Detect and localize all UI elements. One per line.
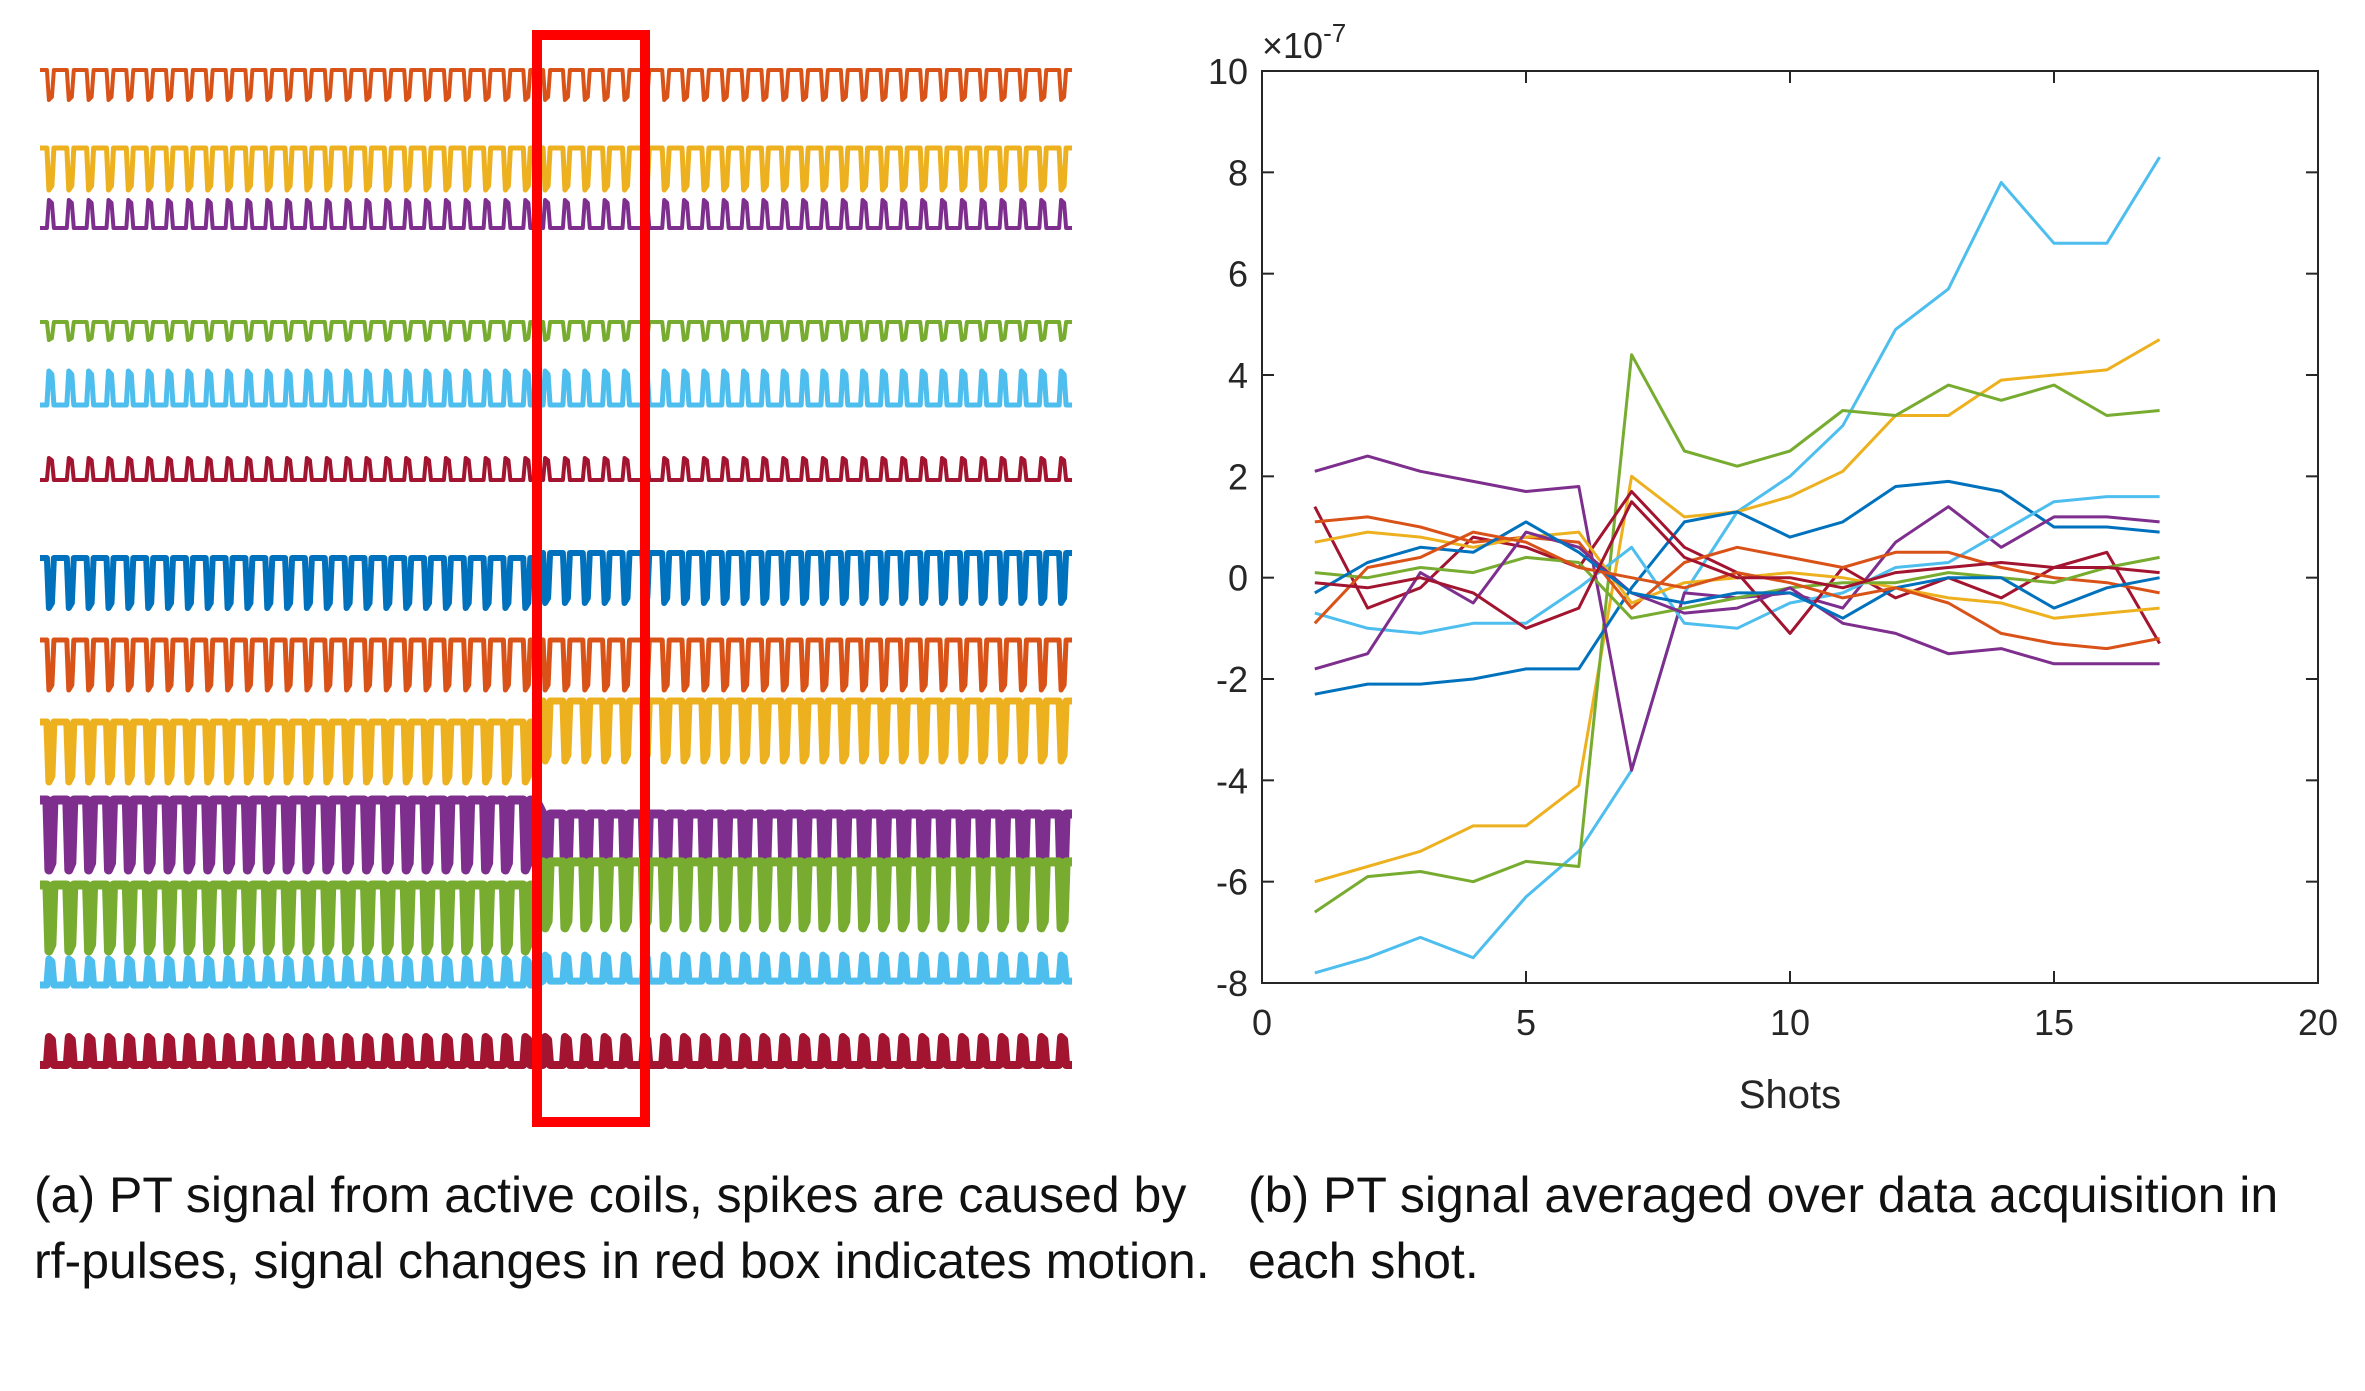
x-tick-label: 10 [1770, 1002, 1810, 1043]
caption-panel-a: (a) PT signal from active coils, spikes … [34, 1167, 1210, 1289]
y-tick-label: 8 [1228, 152, 1248, 193]
x-tick-label: 15 [2034, 1002, 2074, 1043]
axis-ticks: 0 5 10 15 20 -8 -6 -4 -2 0 2 4 6 8 10 [1208, 51, 2338, 1043]
trace-coil-4 [40, 320, 1072, 342]
trace-coil-12 [40, 951, 1072, 989]
trace-coil-6 [40, 456, 1072, 482]
trace-coil-1 [40, 68, 1072, 102]
x-tick-label: 0 [1252, 1002, 1272, 1043]
trace-coil-9 [40, 697, 1072, 786]
series-line-s3 [1313, 353, 2160, 914]
figure: 0 5 10 15 20 -8 -6 -4 -2 0 2 4 6 8 10 Shots ×10-7 [40, 18, 2338, 1127]
series-line-s12 [1314, 520, 2160, 620]
motion-highlight-box [532, 30, 650, 1127]
x-axis-label: Shots [1739, 1073, 1841, 1117]
panel-a-signal-traces [40, 68, 1072, 1069]
y-tick-label: 2 [1228, 456, 1248, 497]
trace-coil-2 [40, 145, 1072, 193]
series-line-s10 [1314, 555, 2160, 620]
x-tick-label: 5 [1516, 1002, 1536, 1043]
trace-coil-13 [40, 1033, 1072, 1069]
trace-coil-8 [40, 637, 1072, 693]
series-line-s13 [1313, 530, 2160, 651]
series-lines [1313, 156, 2161, 975]
y-tick-label: 10 [1208, 51, 1248, 92]
series-line-s6 [1314, 495, 2160, 635]
y-tick-label: -2 [1216, 659, 1248, 700]
caption-panel-b: (b) PT signal averaged over data acquisi… [1248, 1167, 2279, 1289]
y-tick-label: -6 [1216, 862, 1248, 903]
series-line-s8 [1314, 515, 2160, 610]
y-tick-label: 4 [1228, 355, 1248, 396]
trace-coil-11 [40, 857, 1072, 956]
trace-coil-7 [40, 550, 1072, 611]
y-tick-label: 0 [1228, 558, 1248, 599]
series-line-s14 [1314, 500, 2160, 630]
y-tick-label: 6 [1228, 254, 1248, 295]
series-line-s11 [1314, 530, 2160, 671]
series-line-s4 [1314, 479, 2160, 696]
x-tick-label: 20 [2298, 1002, 2338, 1043]
panel-b-averaged-chart: 0 5 10 15 20 -8 -6 -4 -2 0 2 4 6 8 10 Shots ×10-7 [1208, 18, 2338, 1117]
plot-area [1262, 71, 2318, 983]
y-exponent-label: ×10-7 [1262, 18, 1346, 66]
trace-coil-3 [40, 198, 1072, 230]
trace-coil-5 [40, 368, 1072, 408]
y-tick-label: -8 [1216, 963, 1248, 1004]
y-tick-label: -4 [1216, 760, 1248, 801]
